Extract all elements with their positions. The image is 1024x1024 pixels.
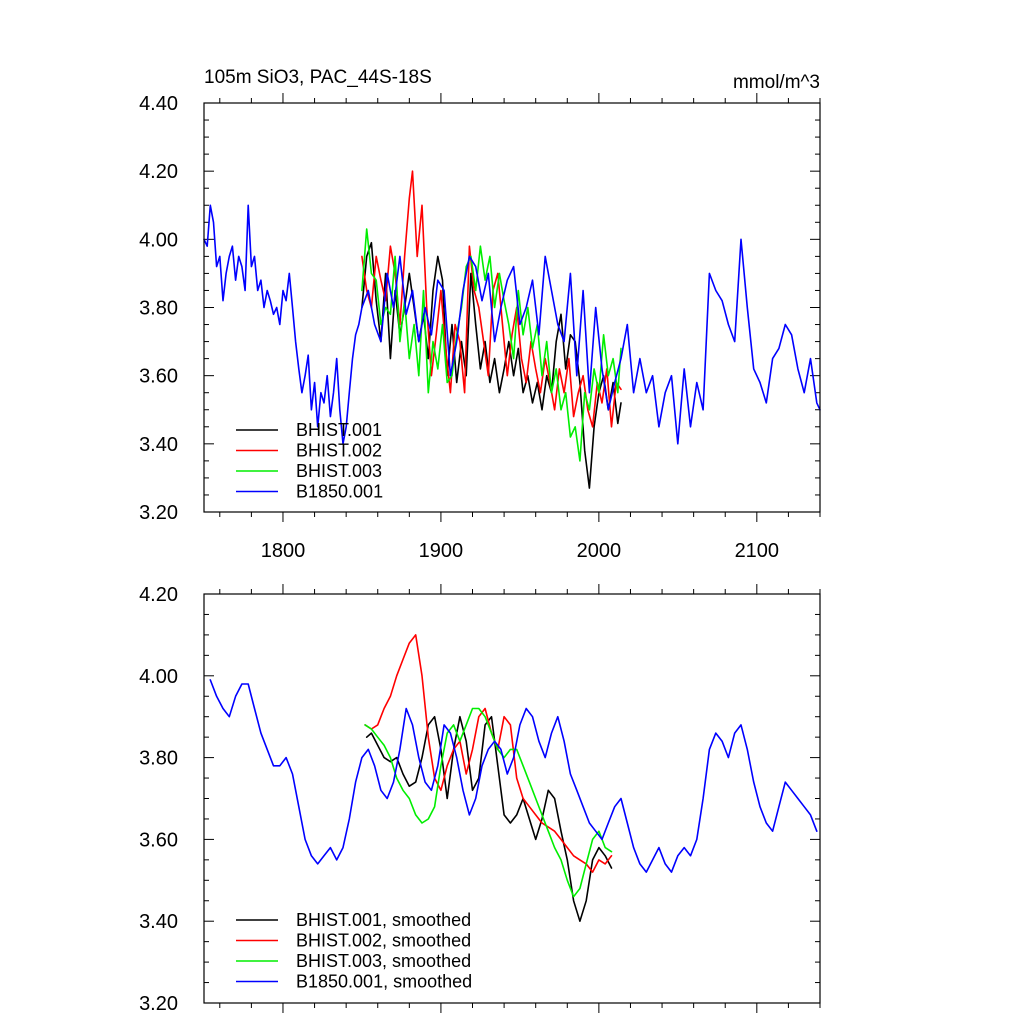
top-xtick-label: 1900 bbox=[419, 540, 464, 562]
bottom-axis-ticks: 3.20 3.40 3.60 3.80 4.00 4.20 bbox=[139, 584, 821, 1015]
top-series-line-2 bbox=[361, 170, 622, 428]
top-legend-label: B1850.001 bbox=[296, 482, 383, 502]
top-series-group bbox=[203, 170, 821, 489]
bottom-ytick-label: 4.00 bbox=[139, 666, 178, 688]
top-axis-ticks: 3.20 3.40 3.60 3.80 4.00 4.20 4.40 1800 1900 2000… bbox=[139, 93, 821, 562]
top-ytick-label: 4.00 bbox=[139, 229, 178, 251]
bottom-ytick-label: 3.80 bbox=[139, 748, 178, 770]
bottom-legend-label: BHIST.003, smoothed bbox=[296, 951, 471, 971]
top-chart-units: mmol/m^3 bbox=[733, 72, 820, 93]
bottom-ytick-label: 3.20 bbox=[139, 993, 178, 1015]
top-ytick-label: 4.20 bbox=[139, 161, 178, 183]
top-panel: 105m SiO3, PAC_44S-18S mmol/m^3 3.20 3.40… bbox=[139, 67, 821, 562]
top-ytick-label: 3.20 bbox=[139, 502, 178, 524]
bottom-ytick-label: 3.60 bbox=[139, 829, 178, 851]
bottom-series-line-3 bbox=[364, 707, 613, 898]
top-legend-label: BHIST.002 bbox=[296, 441, 382, 461]
top-ytick-label: 3.80 bbox=[139, 298, 178, 320]
top-xtick-label: 1800 bbox=[261, 540, 306, 562]
bottom-legend-label: B1850.001, smoothed bbox=[296, 972, 472, 992]
bottom-ytick-label: 3.40 bbox=[139, 911, 178, 933]
top-plot-frame bbox=[203, 102, 821, 513]
bottom-plot-frame bbox=[203, 593, 821, 1004]
bottom-ytick-label: 4.20 bbox=[139, 584, 178, 606]
top-xtick-label: 2000 bbox=[577, 540, 622, 562]
bottom-legend-label: BHIST.001, smoothed bbox=[296, 910, 471, 930]
bottom-series-line-2 bbox=[364, 634, 613, 873]
bottom-panel: 3.20 3.40 3.60 3.80 4.00 4.20 BHIST.001, smoo… bbox=[139, 584, 821, 1015]
top-ytick-label: 3.40 bbox=[139, 434, 178, 456]
bottom-series-group bbox=[209, 634, 818, 923]
bottom-legend-label: BHIST.002, smoothed bbox=[296, 931, 471, 951]
top-ytick-label: 3.60 bbox=[139, 366, 178, 388]
top-chart-title: 105m SiO3, PAC_44S-18S bbox=[204, 67, 432, 88]
top-legend-label: BHIST.003 bbox=[296, 461, 382, 481]
top-ytick-label: 4.40 bbox=[139, 93, 178, 115]
bottom-series-line-4 bbox=[209, 679, 818, 873]
top-legend-label: BHIST.001 bbox=[296, 420, 382, 440]
top-xtick-label: 2100 bbox=[735, 540, 780, 562]
top-series-line-4 bbox=[203, 204, 821, 445]
